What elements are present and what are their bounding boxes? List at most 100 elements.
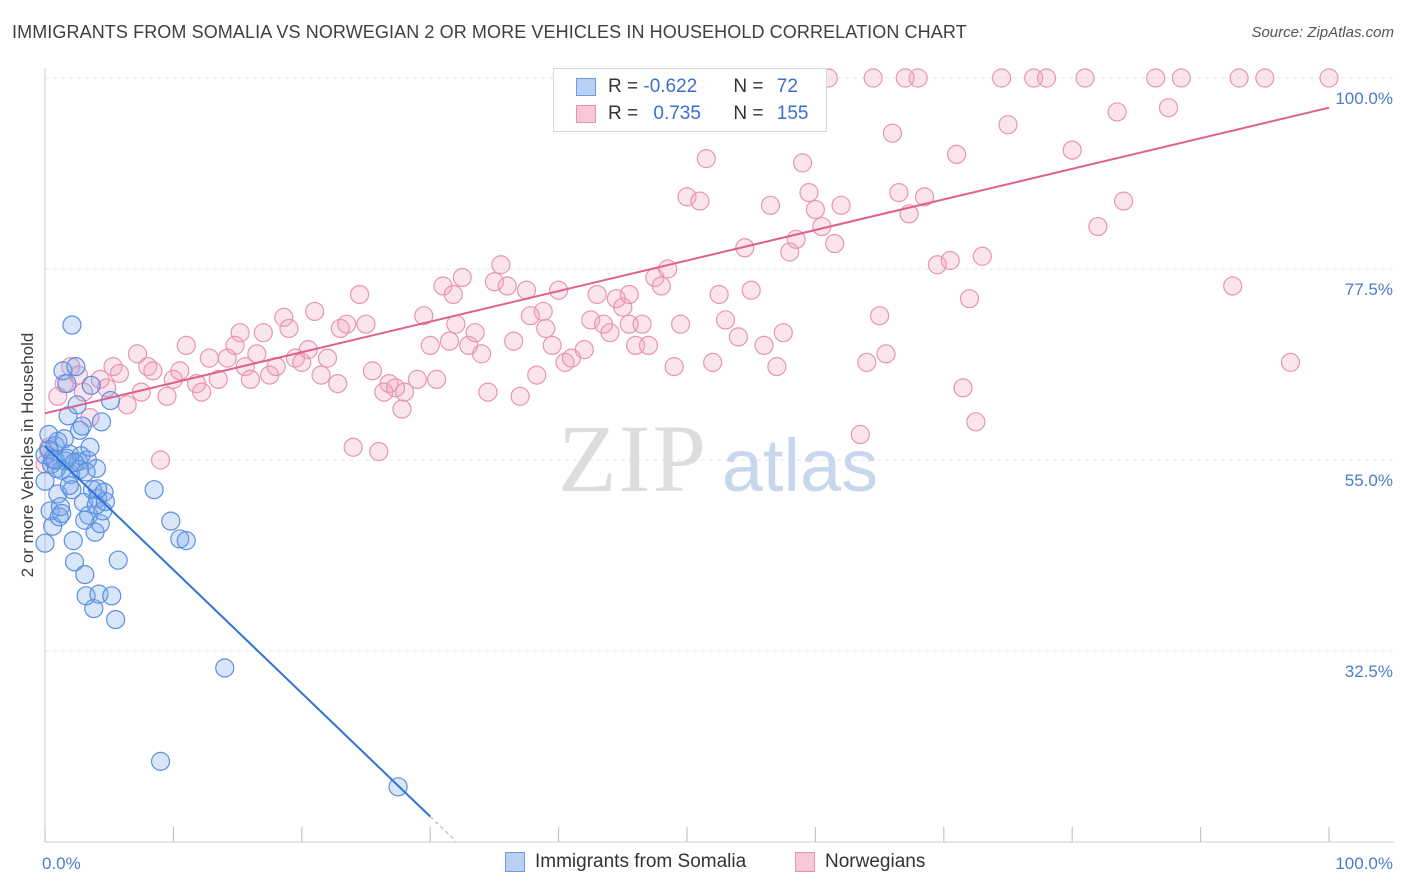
norwegians-point bbox=[527, 365, 547, 385]
norwegians-point bbox=[1107, 102, 1127, 122]
norwegians-point bbox=[465, 323, 485, 343]
norwegians-point bbox=[767, 357, 787, 377]
norwegians-point bbox=[638, 335, 659, 355]
norwegians-point bbox=[157, 386, 177, 406]
series-swatch-norwegians bbox=[795, 852, 815, 872]
legend-n-label: N = bbox=[733, 103, 769, 124]
norwegians-point bbox=[443, 284, 463, 305]
x-tick-label: 100.0% bbox=[1335, 854, 1393, 873]
norwegians-point bbox=[452, 267, 472, 288]
norwegians-point bbox=[632, 314, 652, 334]
somalia-point bbox=[63, 531, 83, 551]
somalia-point bbox=[64, 552, 85, 572]
norwegians-point bbox=[192, 382, 212, 402]
norwegians-point bbox=[109, 363, 130, 384]
norwegians-point bbox=[1158, 98, 1179, 118]
norwegians-point bbox=[799, 183, 819, 203]
norwegians-point bbox=[533, 301, 553, 322]
somalia-point bbox=[176, 531, 196, 551]
norwegians-point bbox=[150, 450, 171, 470]
norwegians-point bbox=[805, 199, 826, 220]
norwegians-point bbox=[253, 323, 273, 343]
norwegians-point bbox=[690, 191, 710, 211]
x-tick-labels: 0.0% 100.0% bbox=[42, 854, 1393, 873]
somalia-point bbox=[108, 550, 128, 570]
y-tick-labels: 100.0% 77.5% 55.0% 32.5% bbox=[1335, 89, 1393, 681]
norwegians-point bbox=[869, 306, 890, 326]
norwegians-point bbox=[966, 412, 986, 432]
norwegians-point bbox=[619, 284, 639, 305]
norwegians-point bbox=[927, 255, 947, 275]
somalia-trend-extension bbox=[429, 815, 457, 842]
somalia-point bbox=[50, 497, 71, 517]
somalia-point bbox=[57, 374, 77, 394]
trend-lines bbox=[44, 106, 1330, 842]
norwegians-point bbox=[1062, 140, 1082, 160]
series-legend: Immigrants from Somalia Norwegians bbox=[0, 851, 1406, 877]
norwegians-point bbox=[1036, 68, 1057, 88]
x-tick-label: 0.0% bbox=[42, 854, 81, 873]
somalia-point bbox=[144, 480, 164, 500]
norwegians-point bbox=[760, 195, 781, 215]
norwegians-point bbox=[176, 335, 196, 355]
norwegians-point bbox=[208, 369, 228, 389]
y-axis-label: 2 or more Vehicles in Household bbox=[18, 333, 37, 578]
norwegians-point bbox=[520, 306, 540, 326]
somalia-point bbox=[81, 375, 101, 395]
somalia-point bbox=[66, 357, 86, 377]
norwegians-point bbox=[484, 272, 504, 292]
norwegians-point bbox=[831, 195, 851, 215]
norwegians-point bbox=[1280, 352, 1301, 372]
watermark: ZIP atlas bbox=[558, 405, 878, 512]
norwegians-point bbox=[574, 340, 594, 360]
norwegians-point bbox=[356, 314, 376, 334]
norwegians-point bbox=[317, 348, 338, 368]
legend-r-value-norwegians: 0.735 bbox=[653, 103, 701, 124]
norwegians-point bbox=[478, 382, 498, 402]
norwegians-point bbox=[1171, 68, 1191, 88]
norwegians-point bbox=[908, 68, 928, 88]
somalia-point bbox=[86, 458, 106, 479]
norwegians-point bbox=[225, 335, 245, 355]
norwegians-point bbox=[279, 318, 299, 339]
norwegians-point bbox=[491, 255, 511, 275]
y-tick-label: 100.0% bbox=[1335, 89, 1393, 108]
somalia-point bbox=[72, 416, 92, 436]
norwegians-point bbox=[305, 301, 325, 322]
somalia-point bbox=[161, 511, 181, 531]
legend-r-label: R = bbox=[608, 76, 644, 97]
norwegians-point bbox=[392, 399, 412, 419]
y-tick-label: 32.5% bbox=[1345, 662, 1393, 681]
norwegians-point bbox=[274, 307, 294, 327]
norwegians-point bbox=[247, 344, 267, 364]
somalia-point bbox=[150, 751, 171, 771]
norwegians-point bbox=[127, 344, 148, 364]
norwegians-point bbox=[703, 352, 723, 372]
legend-row-somalia: R = -0.622 N = 72 bbox=[576, 74, 798, 100]
norwegians-point bbox=[230, 323, 250, 343]
norwegians-point bbox=[587, 284, 607, 305]
norwegians-point bbox=[670, 314, 691, 334]
axes bbox=[44, 68, 1394, 843]
norwegians-point bbox=[439, 331, 460, 351]
norwegians-point bbox=[170, 361, 190, 381]
series-legend-norwegians: Norwegians bbox=[795, 851, 925, 873]
norwegians-point bbox=[337, 314, 357, 334]
norwegians-point bbox=[542, 335, 562, 355]
norwegians-point bbox=[581, 310, 601, 330]
somalia-point bbox=[75, 564, 95, 585]
legend-n-value-somalia: 72 bbox=[776, 76, 798, 97]
norwegians-point bbox=[349, 284, 370, 305]
somalia-point bbox=[53, 361, 73, 381]
norwegians-point bbox=[947, 144, 967, 164]
norwegians-point bbox=[117, 395, 137, 415]
norwegians-point bbox=[536, 318, 556, 339]
somalia-point bbox=[91, 412, 112, 432]
norwegians-point bbox=[953, 378, 973, 398]
norwegians-point bbox=[991, 68, 1012, 88]
norwegians-point bbox=[1113, 191, 1134, 211]
norwegians-point bbox=[385, 378, 406, 398]
series-swatch-somalia bbox=[505, 852, 525, 872]
norwegians-point bbox=[1075, 68, 1095, 88]
legend-swatch-somalia bbox=[576, 78, 596, 96]
